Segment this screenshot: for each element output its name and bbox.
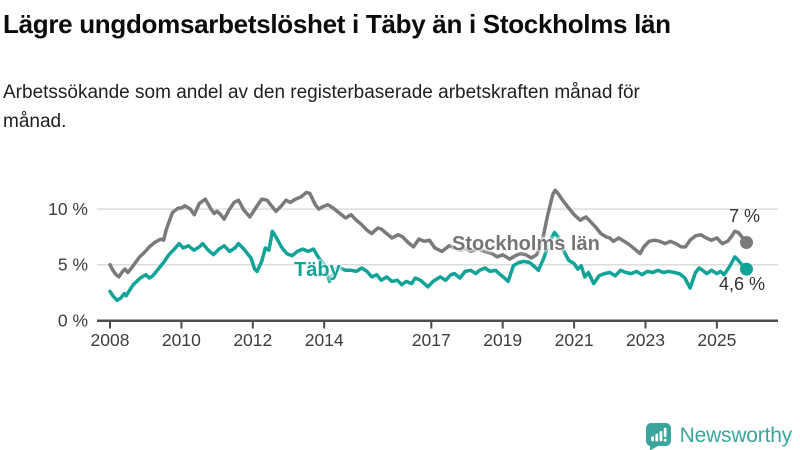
- chart-title: Lägre ungdomsarbetslöshet i Täby än i St…: [3, 9, 671, 39]
- series-label-taby: Täby: [294, 258, 341, 281]
- logo-bars: [650, 427, 667, 442]
- series-end-dot: [740, 262, 753, 276]
- x-tick-label: 2023: [626, 330, 665, 350]
- end-value-label-taby: 4,6 %: [719, 273, 766, 294]
- newsworthy-logo-icon: [645, 422, 671, 450]
- series-end-dot: [740, 235, 753, 249]
- series-line: [108, 229, 749, 302]
- chart-subtitle: Arbetssökande som andel av den registerb…: [3, 81, 640, 133]
- x-tick-label: 2012: [233, 330, 272, 350]
- x-tick-label: 2019: [483, 330, 522, 350]
- infographic: Lägre ungdomsarbetslöshet i Täby än i St…: [0, 8, 800, 450]
- end-value-label-stockholms-lan: 7 %: [729, 205, 761, 226]
- x-tick-label: 2010: [162, 330, 201, 350]
- y-tick-label: 5 %: [58, 254, 88, 274]
- chart-canvas: 0 % 5 % 10 % 2008 2010 2012 2014 2017 2019 2021 20…: [48, 188, 778, 350]
- x-tick-label: 2017: [412, 330, 451, 350]
- series-line: [108, 188, 749, 279]
- y-tick-label: 0 %: [58, 310, 88, 330]
- y-tick-label: 10 %: [48, 199, 88, 219]
- x-tick-label: 2014: [305, 330, 344, 350]
- x-tick-label: 2025: [697, 330, 736, 350]
- series-label-stockholms-lan: Stockholms län: [452, 232, 600, 255]
- logo-bubble: [645, 422, 671, 450]
- brand-name: Newsworthy: [679, 424, 793, 447]
- line-chart: 0 % 5 % 10 % 2008 2010 2012 2014 2017 2019 2021 20…: [0, 167, 800, 362]
- x-tick-label: 2021: [555, 330, 594, 350]
- brand-footer: Newsworthy: [645, 421, 792, 450]
- x-tick-label: 2008: [91, 330, 130, 350]
